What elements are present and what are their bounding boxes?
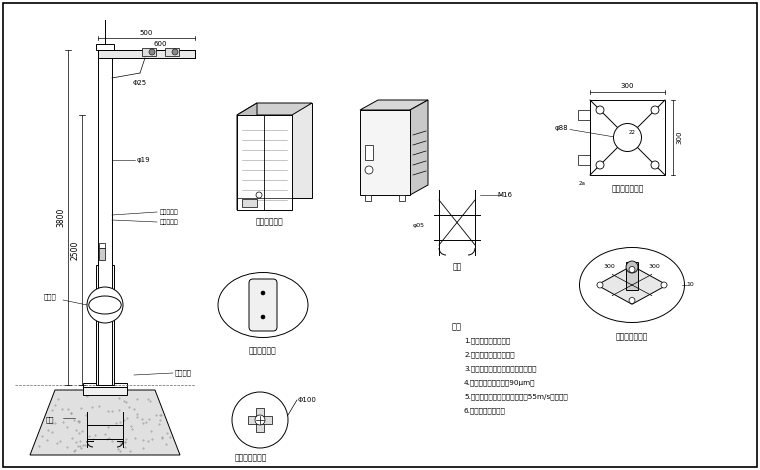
- Polygon shape: [597, 266, 667, 304]
- Text: 10: 10: [686, 282, 694, 288]
- Bar: [626, 262, 638, 290]
- Circle shape: [651, 161, 659, 169]
- Text: Φ25: Φ25: [133, 80, 147, 86]
- Circle shape: [261, 315, 265, 319]
- Circle shape: [255, 415, 265, 425]
- Text: φ88: φ88: [554, 125, 568, 131]
- Text: 22: 22: [629, 130, 636, 135]
- Circle shape: [365, 166, 373, 174]
- Text: 1.主干为国标镀锌管。: 1.主干为国标镀锌管。: [464, 338, 510, 345]
- Text: 300: 300: [603, 265, 616, 269]
- Text: 地笼: 地笼: [452, 263, 461, 272]
- Bar: [248, 416, 272, 424]
- Bar: [590, 100, 665, 175]
- Bar: [242, 199, 257, 207]
- Text: 地笼: 地笼: [46, 417, 54, 423]
- Polygon shape: [237, 103, 312, 115]
- Text: 2500: 2500: [71, 240, 80, 260]
- Bar: [96, 265, 114, 385]
- Text: φ19: φ19: [136, 157, 150, 163]
- FancyBboxPatch shape: [249, 279, 277, 331]
- Bar: [165, 48, 179, 56]
- Circle shape: [629, 266, 635, 273]
- Text: 300: 300: [621, 83, 635, 89]
- Bar: [365, 195, 371, 201]
- Polygon shape: [257, 103, 312, 198]
- Bar: [360, 110, 410, 195]
- Bar: [256, 408, 264, 432]
- Polygon shape: [237, 103, 257, 210]
- Bar: [399, 195, 405, 201]
- Text: 桩机法兰放大图: 桩机法兰放大图: [235, 454, 268, 462]
- Circle shape: [596, 161, 604, 169]
- Text: 说明: 说明: [452, 322, 462, 331]
- Bar: [99, 243, 105, 248]
- Text: M16: M16: [498, 192, 512, 198]
- Text: 下部哑粉色: 下部哑粉色: [160, 219, 179, 225]
- Text: 维修孔: 维修孔: [43, 294, 56, 300]
- Bar: [578, 110, 590, 120]
- Bar: [142, 48, 156, 56]
- Bar: [83, 387, 127, 395]
- Bar: [237, 115, 292, 210]
- Circle shape: [149, 49, 155, 55]
- Bar: [578, 155, 590, 165]
- Text: 5.立杆、横臂和其它部件应能抗55m/s的风速。: 5.立杆、横臂和其它部件应能抗55m/s的风速。: [464, 394, 568, 400]
- Bar: [83, 383, 127, 387]
- Circle shape: [661, 282, 667, 288]
- Text: 300: 300: [648, 265, 660, 269]
- Text: 维修孔放大图: 维修孔放大图: [249, 346, 277, 355]
- Circle shape: [597, 282, 603, 288]
- Text: 3800: 3800: [56, 208, 65, 227]
- Text: 2a: 2a: [578, 180, 585, 186]
- Text: 底座法兰放大图: 底座法兰放大图: [616, 332, 648, 342]
- Text: 上部高光色: 上部高光色: [160, 209, 179, 215]
- Text: 底座法兰正视图: 底座法兰正视图: [611, 185, 644, 194]
- Circle shape: [172, 49, 178, 55]
- Polygon shape: [360, 100, 428, 110]
- Circle shape: [87, 287, 123, 323]
- Text: 600: 600: [154, 41, 166, 47]
- Circle shape: [613, 124, 641, 151]
- Bar: [99, 248, 105, 260]
- Bar: [96, 44, 114, 50]
- Circle shape: [261, 291, 265, 295]
- Circle shape: [651, 106, 659, 114]
- Bar: [98, 50, 195, 58]
- Circle shape: [256, 192, 262, 198]
- Text: 3.喷涂后不再进行任何加工和焊接。: 3.喷涂后不再进行任何加工和焊接。: [464, 366, 537, 372]
- Circle shape: [596, 106, 604, 114]
- Bar: [98, 50, 112, 385]
- Text: Φ100: Φ100: [298, 397, 317, 403]
- Text: 6.拔管、避雷针可折: 6.拔管、避雷针可折: [464, 407, 506, 414]
- Text: 300: 300: [676, 131, 682, 144]
- Circle shape: [629, 298, 635, 304]
- Polygon shape: [30, 390, 180, 455]
- Circle shape: [232, 392, 288, 448]
- Circle shape: [626, 261, 638, 273]
- Text: 4.钢管镀锌锌层厚度为90μm。: 4.钢管镀锌锌层厚度为90μm。: [464, 380, 536, 386]
- Bar: [365, 145, 373, 160]
- Polygon shape: [410, 100, 428, 195]
- Ellipse shape: [579, 248, 685, 322]
- Text: 500: 500: [140, 30, 154, 36]
- Ellipse shape: [218, 273, 308, 337]
- Text: 2.上下法兰加强筋连接。: 2.上下法兰加强筋连接。: [464, 352, 515, 358]
- Text: 底座法兰: 底座法兰: [175, 370, 192, 376]
- Text: 防水箱放大图: 防水箱放大图: [255, 218, 283, 227]
- Text: φ05: φ05: [413, 222, 425, 227]
